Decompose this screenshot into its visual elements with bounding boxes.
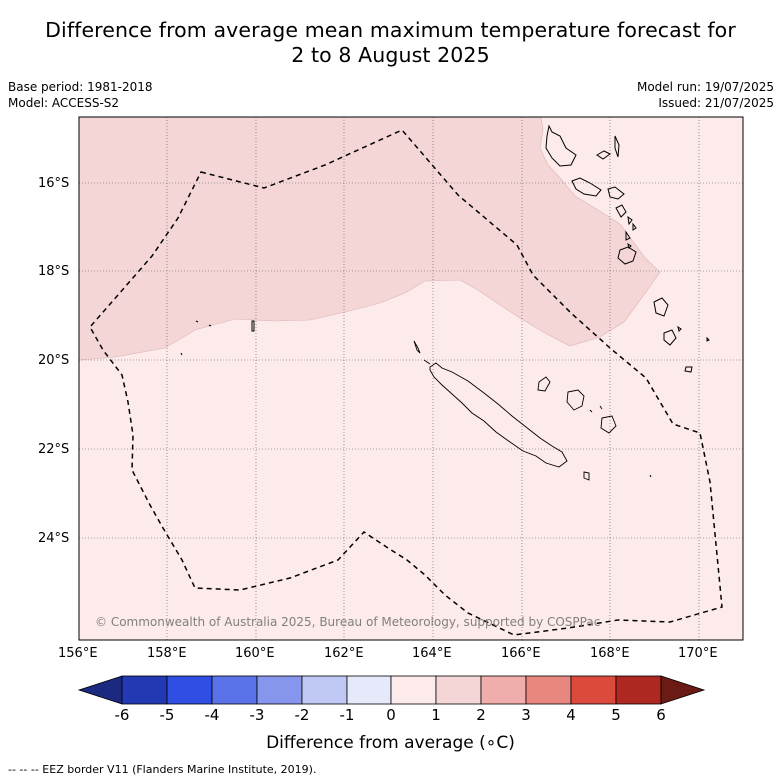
colorbar-arrow-low — [77, 675, 123, 705]
colorbar-tick: 3 — [521, 706, 531, 724]
meta-left: Base period: 1981-2018 Model: ACCESS-S2 — [8, 79, 153, 111]
issued-date: Issued: 21/07/2025 — [658, 96, 774, 110]
lon-label: 170°E — [678, 646, 718, 661]
title-line-1: Difference from average mean maximum tem… — [45, 18, 736, 42]
colorbar-tick: -1 — [339, 706, 355, 724]
lon-label: 158°E — [147, 646, 187, 661]
map-title: Difference from average mean maximum tem… — [0, 18, 781, 68]
eez-footnote: -- -- -- EEZ border V11 (Flanders Marine… — [8, 763, 317, 776]
colorbar-tick: -3 — [249, 706, 265, 724]
colorbar-tick: 4 — [566, 706, 576, 724]
colorbar-tick: -5 — [159, 706, 175, 724]
lon-label: 162°E — [324, 646, 364, 661]
coastline-vanuatu — [545, 124, 710, 373]
title-line-2: 2 to 8 August 2025 — [291, 43, 490, 67]
colorbar-arrow-high — [660, 675, 706, 705]
colorbar-tick: 6 — [656, 706, 666, 724]
model-name: Model: ACCESS-S2 — [8, 96, 120, 110]
colorbar-tick: 0 — [386, 706, 396, 724]
lat-label: 18°S — [38, 264, 70, 279]
lon-label: 160°E — [235, 646, 275, 661]
colorbar-tick: 5 — [611, 706, 621, 724]
eez-border — [89, 129, 723, 636]
coastline-new-caledonia — [413, 340, 652, 481]
lon-label: 166°E — [501, 646, 541, 661]
lat-label: 22°S — [38, 442, 70, 457]
colorbar — [77, 675, 706, 705]
colorbar-tick: 1 — [431, 706, 441, 724]
colorbar-tick: -6 — [114, 706, 130, 724]
colorbar-tick: 2 — [476, 706, 486, 724]
model-run: Model run: 19/07/2025 — [636, 80, 774, 94]
colorbar-tick: -4 — [204, 706, 220, 724]
coastline-small-islands — [180, 320, 255, 356]
lon-label: 156°E — [58, 646, 98, 661]
anomaly-region-1-to-2 — [78, 116, 661, 361]
lon-label: 164°E — [412, 646, 452, 661]
lon-label: 168°E — [590, 646, 630, 661]
colorbar-tick: -2 — [294, 706, 310, 724]
lat-label: 20°S — [38, 353, 70, 368]
lat-label: 24°S — [38, 531, 70, 546]
colorbar-title: Difference from average (∘C) — [266, 733, 515, 753]
map-frame — [78, 116, 744, 641]
meta-right: Model run: 19/07/2025 Issued: 21/07/2025 — [637, 79, 774, 111]
base-period: Base period: 1981-2018 — [8, 80, 153, 94]
lat-label: 16°S — [38, 176, 70, 191]
copyright-text: © Commonwealth of Australia 2025, Bureau… — [95, 615, 600, 629]
